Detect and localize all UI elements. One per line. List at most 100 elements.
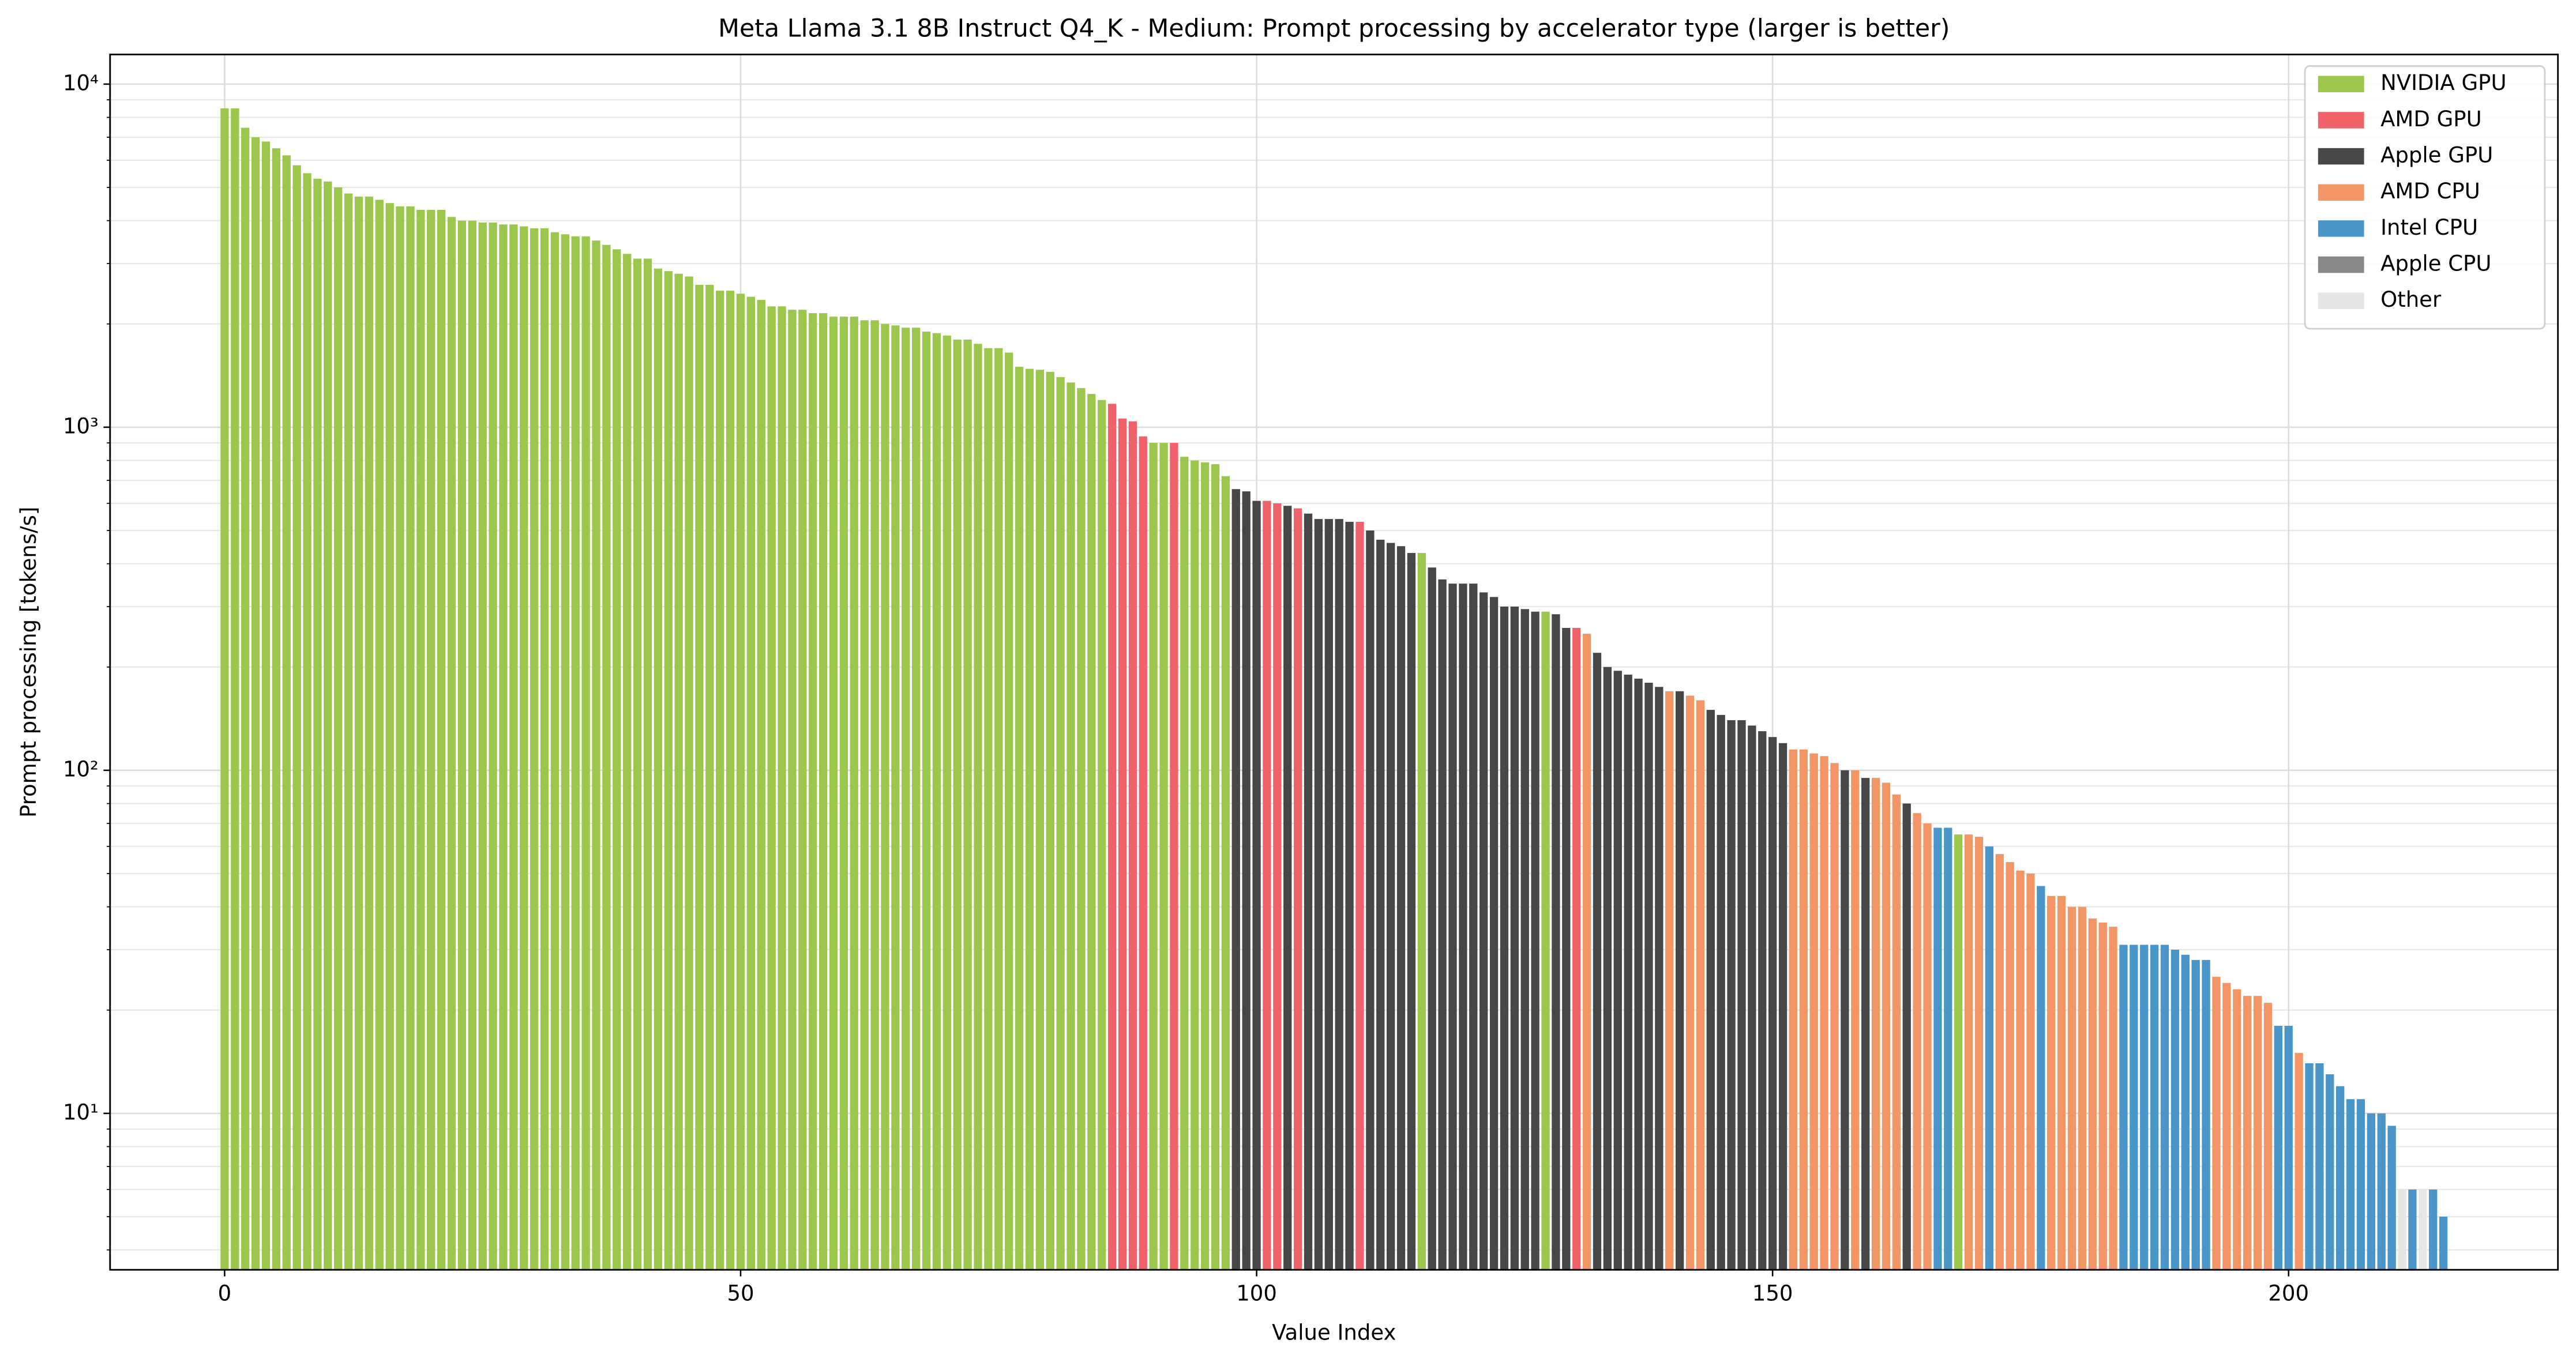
- bar: [1758, 731, 1767, 1270]
- bar: [1944, 827, 1952, 1270]
- bar: [1685, 695, 1695, 1270]
- bar: [1067, 382, 1075, 1270]
- bar: [860, 320, 869, 1270]
- bar: [272, 148, 281, 1270]
- bar: [2346, 1099, 2355, 1270]
- bar: [540, 228, 549, 1270]
- x-tick-label: 50: [727, 1281, 754, 1305]
- bar: [613, 249, 621, 1270]
- bar: [1015, 367, 1024, 1270]
- y-tick-label: 10³: [63, 413, 99, 438]
- bar: [1046, 371, 1054, 1270]
- bar: [1572, 627, 1581, 1270]
- legend-swatch: [2318, 220, 2364, 237]
- bar: [2305, 1063, 2314, 1270]
- bar: [1469, 584, 1478, 1270]
- bar: [1644, 682, 1653, 1270]
- bar: [1974, 837, 1984, 1270]
- bar: [1005, 352, 1013, 1270]
- bar: [1717, 714, 1725, 1270]
- y-tick-label: 10¹: [63, 1100, 99, 1124]
- legend-label: Apple GPU: [2380, 143, 2493, 168]
- bar: [581, 236, 590, 1270]
- bar: [716, 291, 724, 1270]
- legend-swatch: [2318, 184, 2364, 201]
- bar: [1737, 720, 1746, 1270]
- bar: [778, 306, 786, 1270]
- bar: [251, 137, 260, 1270]
- bar: [1995, 854, 2004, 1270]
- bar: [881, 323, 889, 1270]
- bar: [767, 306, 776, 1270]
- bar: [2160, 944, 2169, 1270]
- bar: [1799, 749, 1808, 1270]
- bar: [1562, 627, 1571, 1270]
- bar: [818, 313, 828, 1270]
- bar: [571, 236, 580, 1270]
- bar: [2439, 1216, 2448, 1270]
- bar: [1964, 834, 1973, 1270]
- bars: [220, 108, 2448, 1270]
- bar: [1118, 418, 1127, 1270]
- bar: [902, 328, 910, 1270]
- bar: [1459, 584, 1467, 1270]
- bar: [839, 317, 848, 1270]
- bar: [705, 284, 714, 1270]
- bar: [2284, 1025, 2293, 1270]
- bar: [809, 313, 817, 1270]
- bar: [2274, 1025, 2282, 1270]
- bar: [1603, 667, 1612, 1270]
- bar: [520, 226, 528, 1270]
- bar: [2067, 906, 2076, 1270]
- bar: [1128, 421, 1137, 1270]
- bar: [1396, 546, 1406, 1270]
- bar: [891, 325, 900, 1270]
- bar: [365, 196, 374, 1270]
- bar: [1159, 443, 1168, 1270]
- bar: [1933, 827, 1942, 1270]
- bar: [1448, 584, 1457, 1270]
- bar: [324, 181, 332, 1270]
- y-axis-label: Prompt processing [tokens/s]: [16, 507, 41, 818]
- x-tick-label: 200: [2268, 1281, 2309, 1305]
- bar: [1180, 457, 1189, 1270]
- bar: [1500, 606, 1509, 1270]
- bar: [1624, 675, 1632, 1270]
- bar: [1139, 436, 1147, 1270]
- bar: [870, 320, 879, 1270]
- bar: [231, 108, 239, 1270]
- bar: [2130, 944, 2138, 1270]
- bar: [1200, 462, 1210, 1270]
- chart-title: Meta Llama 3.1 8B Instruct Q4_K - Medium…: [718, 14, 1950, 43]
- bar: [1211, 464, 1220, 1270]
- bar: [1345, 521, 1354, 1270]
- bar: [2057, 895, 2066, 1270]
- bar: [447, 217, 456, 1270]
- bar: [1324, 519, 1333, 1270]
- bar: [499, 224, 508, 1270]
- bar: [1098, 400, 1106, 1270]
- legend: NVIDIA GPU AMD GPU Apple GPU AMD CPU Intel C…: [2304, 65, 2546, 330]
- bar: [2078, 906, 2087, 1270]
- bar: [2140, 944, 2149, 1270]
- bar: [1107, 404, 1117, 1270]
- bar: [1170, 443, 1178, 1270]
- bar: [1386, 543, 1395, 1270]
- bar: [220, 108, 229, 1270]
- bar: [664, 271, 673, 1270]
- bar: [1820, 756, 1828, 1270]
- bar: [2243, 996, 2252, 1270]
- bar: [1634, 678, 1643, 1270]
- bar: [685, 276, 693, 1270]
- bar: [385, 203, 394, 1270]
- bar: [1593, 653, 1602, 1270]
- bar: [313, 178, 322, 1270]
- bar: [850, 317, 858, 1270]
- bar: [2315, 1063, 2324, 1270]
- bar: [633, 258, 642, 1270]
- bar: [1025, 368, 1034, 1270]
- bar: [1293, 508, 1302, 1270]
- bar: [746, 296, 756, 1270]
- x-tick-label: 100: [1236, 1281, 1277, 1305]
- bar: [530, 228, 539, 1270]
